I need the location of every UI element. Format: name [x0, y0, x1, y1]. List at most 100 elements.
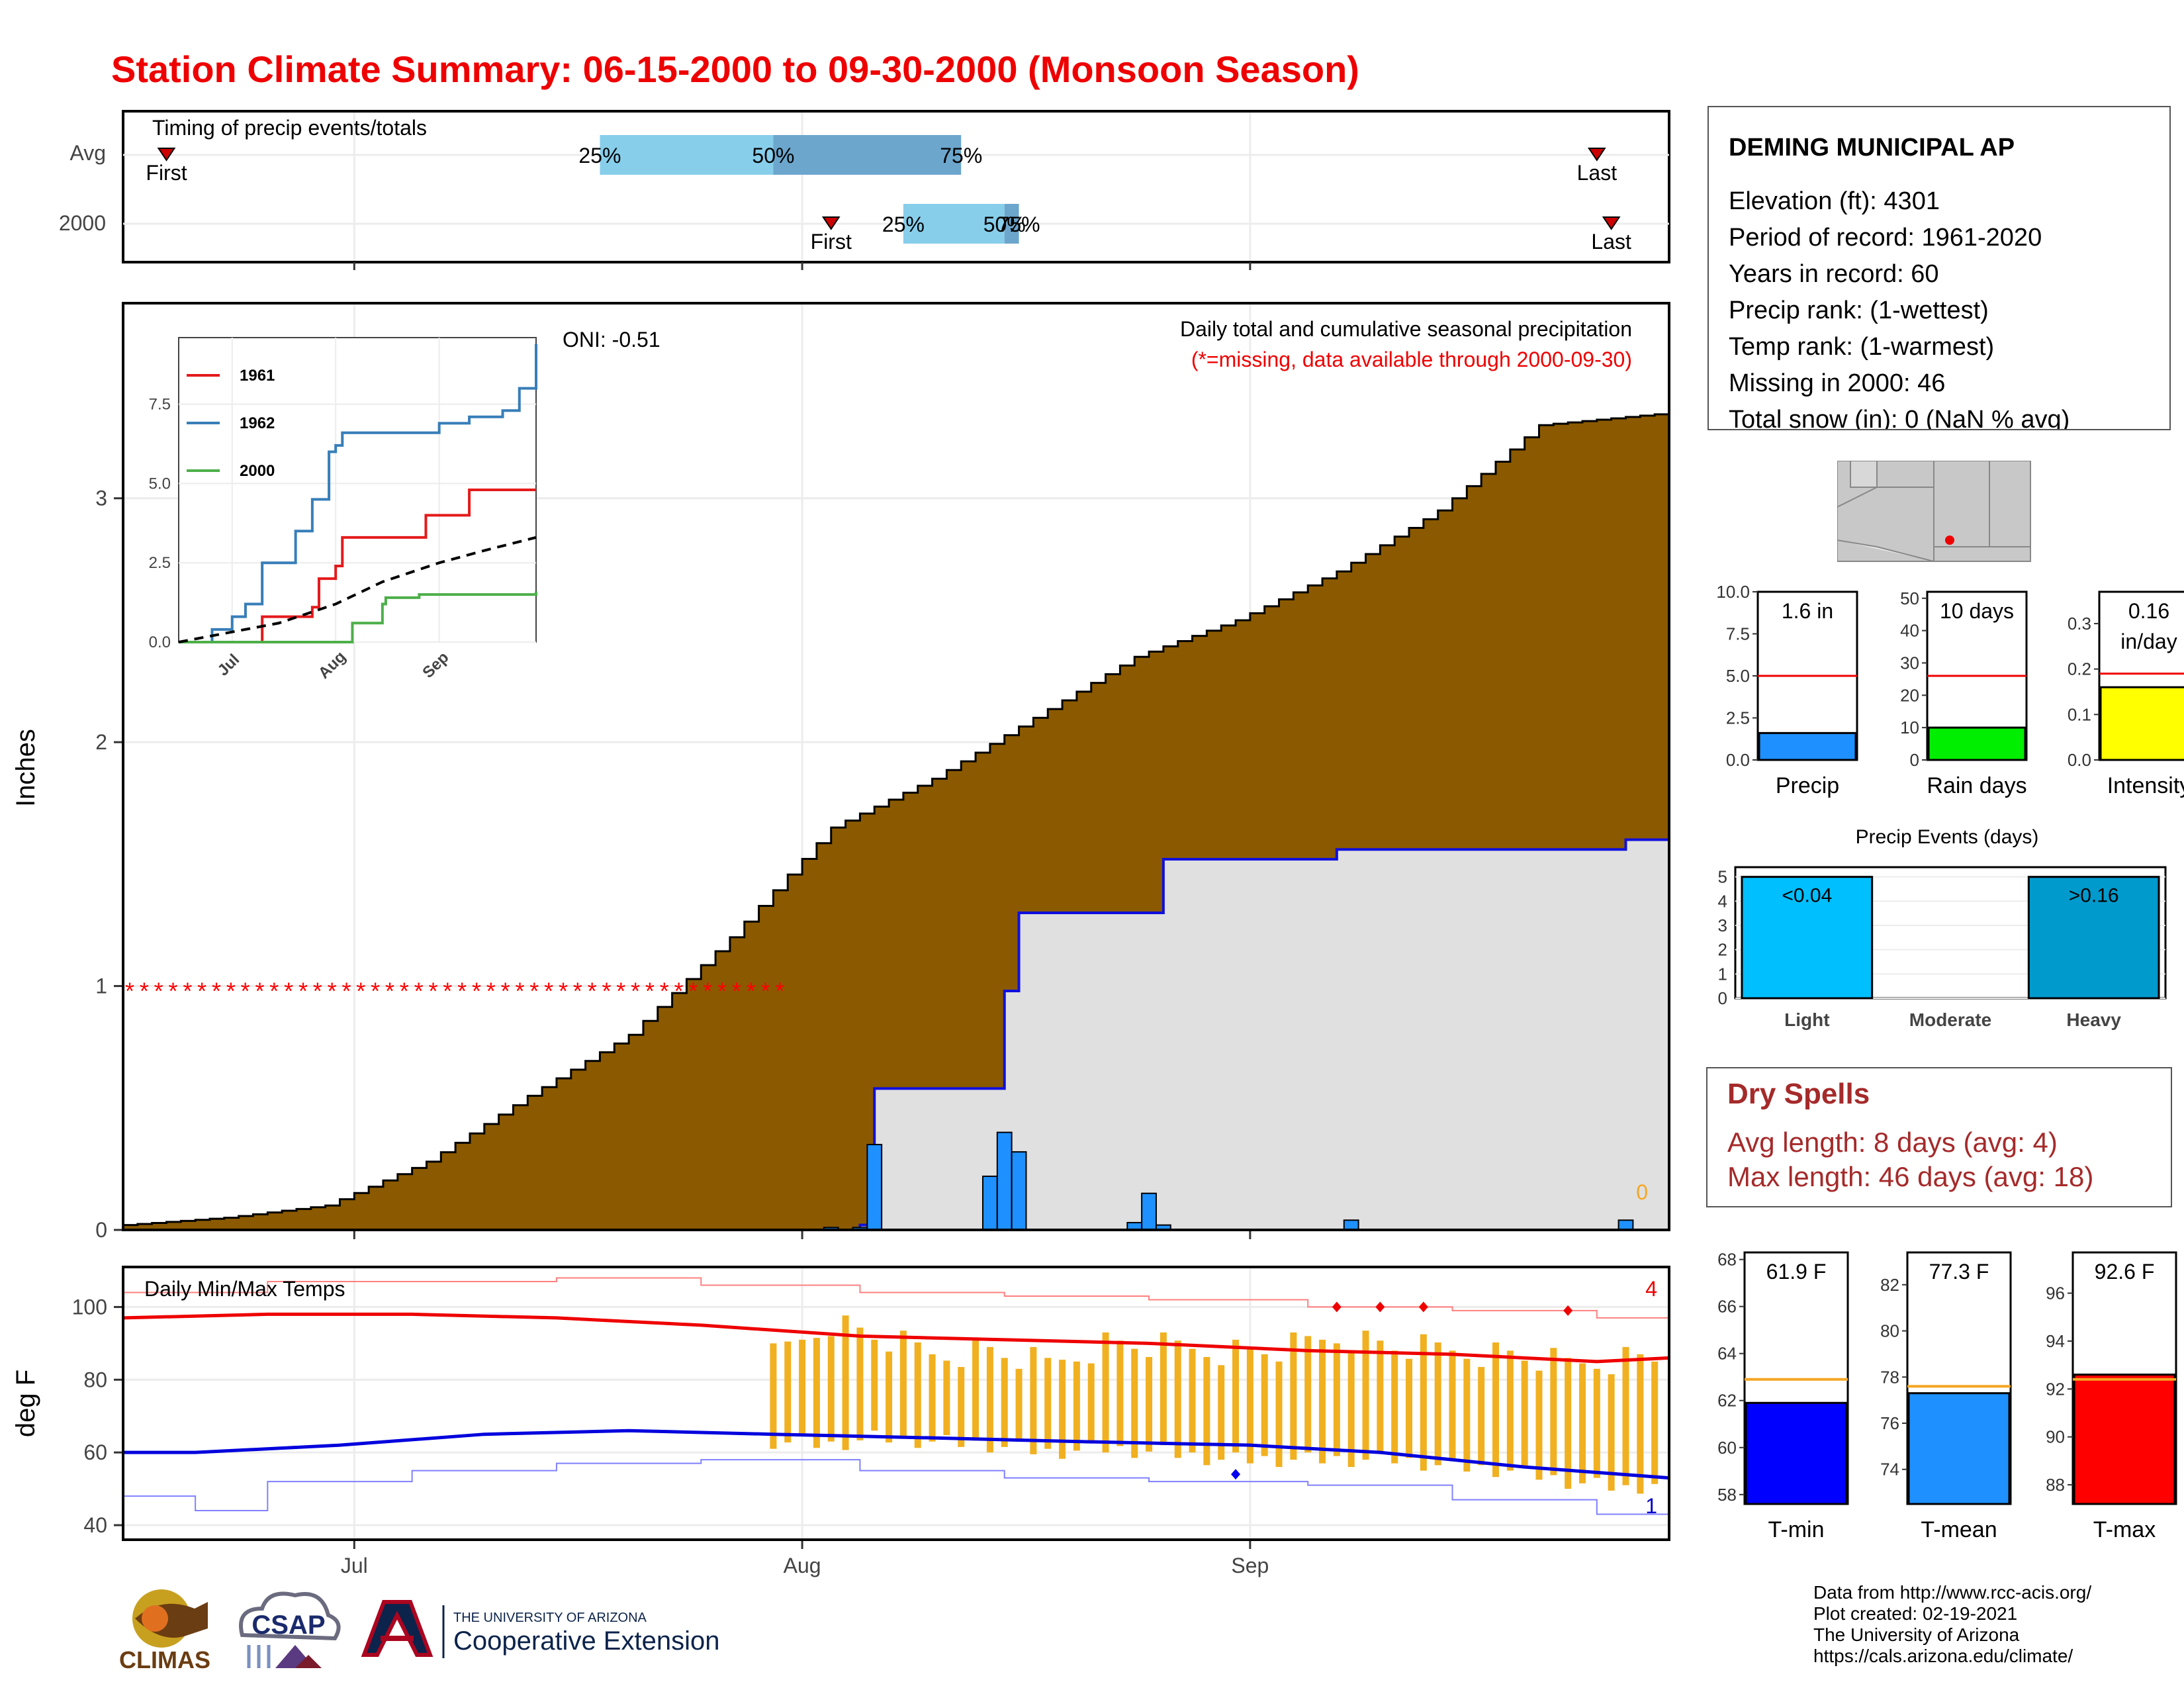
daily-temp-range-bar [871, 1339, 878, 1431]
temp-xtick-label: Aug [784, 1554, 821, 1577]
inset-ytick-label: 0.0 [149, 633, 171, 651]
main-ytick-label: 2 [95, 730, 107, 754]
timing-label-q50: 50% [752, 144, 794, 167]
daily-temp-range-bar [1174, 1340, 1181, 1458]
daily-temp-range-bar [899, 1331, 907, 1436]
daily-temp-range-bar [1406, 1358, 1413, 1458]
inset-series-line [179, 344, 537, 643]
missing-marker: * [255, 978, 264, 1005]
main-y-label: Inches [11, 729, 40, 807]
missing-marker: * [732, 978, 741, 1005]
university-of-arizona-logo: THE UNIVERSITY OF ARIZONA Cooperative Ex… [357, 1595, 741, 1668]
daily-precip-bar [1617, 1219, 1634, 1231]
tmin-xlabel: T-min [1768, 1517, 1825, 1542]
tmax-bar [2073, 1374, 2176, 1505]
tmean-bar [1907, 1392, 2011, 1505]
daily-temp-range-bar [1622, 1346, 1629, 1485]
station-line-period: Period of record: 1961-2020 [1729, 224, 2042, 252]
temp-ytick-label: 80 [83, 1368, 107, 1391]
daily-temp-range-bar [1073, 1361, 1080, 1451]
precip-value-label: 1.6 in [1782, 599, 1833, 623]
inset-legend: 1961 1962 2000 [187, 367, 275, 480]
rain-days-ytick-label: 40 [1900, 621, 1919, 641]
svg-text:Cooperative Extension: Cooperative Extension [453, 1626, 719, 1656]
daily-temp-range-bar [799, 1339, 806, 1436]
events-ytick-label: 2 [1718, 940, 1727, 960]
station-name: DEMING MUNICIPAL AP [1729, 134, 2015, 162]
rain-days-ytick-label: 30 [1900, 653, 1919, 673]
obs-cumulative-line [123, 838, 1669, 1231]
timing-label-first: First [146, 161, 187, 185]
daily-temp-range-bar [1030, 1346, 1037, 1454]
missing-marker: * [414, 978, 424, 1005]
daily-temp-range-bar [1651, 1361, 1659, 1484]
intensity-bar [2099, 686, 2184, 761]
missing-marker: * [241, 978, 250, 1005]
missing-marker: * [443, 978, 452, 1005]
intensity-value-label: in/day [2120, 630, 2177, 653]
daily-temp-range-bar [1059, 1360, 1066, 1459]
precip-xlabel: Precip [1776, 773, 1839, 798]
events-bar-label: >0.16 [2069, 885, 2119, 907]
inset-legend-1962: 1962 [240, 414, 275, 432]
precip-ytick-label: 10.0 [1716, 582, 1750, 602]
daily-temp-range-bar [1044, 1358, 1052, 1449]
timing-row-avg-label: Avg [69, 141, 106, 165]
daily-temp-range-bar [1001, 1358, 1008, 1447]
daily-temp-range-bar [986, 1346, 993, 1453]
daily-temp-range-bar [813, 1338, 820, 1448]
rain-days-value-label: 10 days [1940, 599, 2014, 623]
timing-title: Timing of precip events/totals [152, 116, 427, 140]
missing-marker: * [183, 978, 192, 1005]
daily-temp-range-bar [842, 1315, 849, 1450]
daily-temp-range-bar [1492, 1342, 1500, 1477]
missing-marker: * [674, 978, 684, 1005]
events-ytick-label: 3 [1718, 915, 1727, 935]
events-xtick-label: Moderate [1909, 1009, 1991, 1030]
record-high-marker [1563, 1305, 1573, 1316]
summary-bars: 0.0 2.5 5.0 7.5 10.0 1.6 in Precip 0 10 20 30 40 50 1… [1716, 582, 2184, 798]
record-high-marker [1332, 1301, 1342, 1313]
tmin-ytick-label: 60 [1717, 1438, 1737, 1458]
missing-marker: * [602, 978, 611, 1005]
record-max-line [123, 1277, 1669, 1319]
timing-bar-q25-q50 [600, 135, 774, 175]
missing-marker: * [328, 978, 337, 1005]
tmin-ytick-label: 62 [1717, 1391, 1737, 1411]
timing-panel: Timing of precip events/totals Avg 2000 … [59, 110, 1670, 270]
events-bar-label: <0.04 [1782, 885, 1832, 907]
missing-marker: * [660, 978, 669, 1005]
intensity-ytick-label: 0.0 [2068, 750, 2091, 770]
station-info-box: DEMING MUNICIPAL AP Elevation (ft): 4301… [1707, 106, 2171, 430]
obs-cumulative-area [123, 839, 1669, 1230]
temp-xtick-label: Jul [341, 1554, 368, 1577]
rain-days-ytick-label: 10 [1900, 718, 1919, 737]
missing-marker: * [284, 978, 293, 1005]
daily-precip-bar [1343, 1219, 1359, 1231]
timing-bar-q50-q75 [773, 135, 962, 175]
daily-temp-range-bar [1377, 1340, 1384, 1453]
daily-temp-range-bar [1131, 1348, 1138, 1458]
precip-events-title: Precip Events (days) [1856, 826, 2039, 848]
precip-ytick-label: 7.5 [1726, 624, 1750, 644]
dry-spells-title: Dry Spells [1727, 1078, 1870, 1110]
daily-temp-range-bar [1420, 1334, 1427, 1471]
timing-marker-first [821, 216, 841, 230]
daily-temp-range-bar [929, 1354, 936, 1442]
inset-ytick-label: 2.5 [149, 554, 171, 572]
daily-temp-range-bar [1449, 1350, 1456, 1460]
missing-marker: * [212, 978, 221, 1005]
events-bar-heavy [2027, 876, 2160, 1000]
events-ytick-label: 5 [1718, 867, 1727, 887]
daily-temp-range-bar [1116, 1340, 1124, 1446]
tmax-value-label: 92.6 F [2095, 1260, 2155, 1284]
missing-marker: * [298, 978, 308, 1005]
daily-temp-range-bar [1608, 1374, 1615, 1491]
events-ytick-label: 4 [1718, 891, 1727, 911]
station-line-precip-rank: Precip rank: (1-wettest) [1729, 297, 1989, 324]
daily-temp-range-bar [886, 1351, 893, 1443]
main-ytick-label: 3 [95, 487, 107, 510]
precip-ytick-label: 5.0 [1726, 666, 1750, 686]
